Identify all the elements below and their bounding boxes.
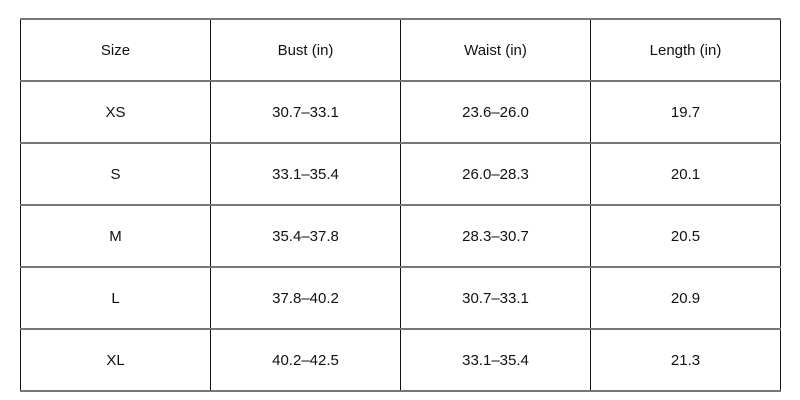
cell-bust: 30.7–33.1 xyxy=(210,80,401,144)
cell-bust: 35.4–37.8 xyxy=(210,204,401,268)
cell-bust: 40.2–42.5 xyxy=(210,328,401,392)
header-size: Size xyxy=(20,18,211,82)
cell-waist: 28.3–30.7 xyxy=(400,204,591,268)
cell-waist: 26.0–28.3 xyxy=(400,142,591,206)
header-length: Length (in) xyxy=(590,18,781,82)
cell-size: M xyxy=(20,204,211,268)
table-row: XL 40.2–42.5 33.1–35.4 21.3 xyxy=(20,328,781,392)
cell-length: 20.5 xyxy=(590,204,781,268)
cell-size: XL xyxy=(20,328,211,392)
cell-waist: 23.6–26.0 xyxy=(400,80,591,144)
cell-waist: 33.1–35.4 xyxy=(400,328,591,392)
table-row: M 35.4–37.8 28.3–30.7 20.5 xyxy=(20,204,781,268)
header-row: Size Bust (in) Waist (in) Length (in) xyxy=(20,18,781,82)
cell-waist: 30.7–33.1 xyxy=(400,266,591,330)
cell-size: S xyxy=(20,142,211,206)
cell-length: 21.3 xyxy=(590,328,781,392)
table-row: L 37.8–40.2 30.7–33.1 20.9 xyxy=(20,266,781,330)
table-row: XS 30.7–33.1 23.6–26.0 19.7 xyxy=(20,80,781,144)
cell-length: 19.7 xyxy=(590,80,781,144)
cell-size: L xyxy=(20,266,211,330)
cell-bust: 33.1–35.4 xyxy=(210,142,401,206)
cell-length: 20.9 xyxy=(590,266,781,330)
header-bust: Bust (in) xyxy=(210,18,401,82)
cell-length: 20.1 xyxy=(590,142,781,206)
header-waist: Waist (in) xyxy=(400,18,591,82)
cell-size: XS xyxy=(20,80,211,144)
cell-bust: 37.8–40.2 xyxy=(210,266,401,330)
table-row: S 33.1–35.4 26.0–28.3 20.1 xyxy=(20,142,781,206)
size-chart-table: Size Bust (in) Waist (in) Length (in) XS… xyxy=(20,18,781,392)
